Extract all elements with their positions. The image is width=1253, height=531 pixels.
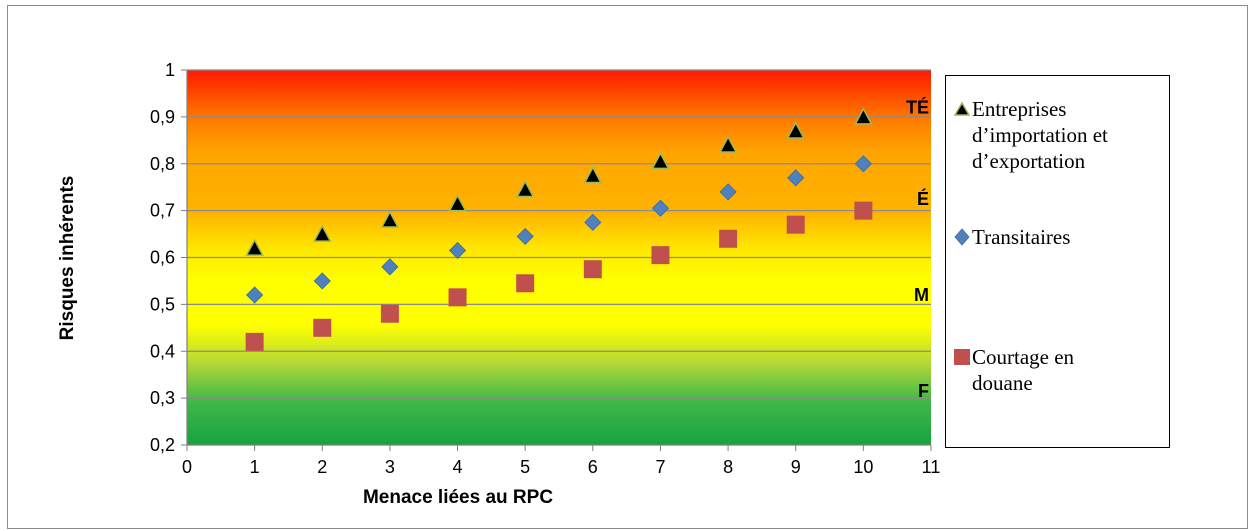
data-point-triangle — [448, 194, 467, 212]
data-point-diamond — [516, 227, 534, 245]
legend-label-forwarders: Transitaires — [972, 225, 1071, 249]
zone-label: É — [917, 188, 929, 209]
data-point-triangle — [245, 238, 264, 256]
data-point-triangle — [651, 151, 670, 170]
diamond-marker-icon — [954, 228, 970, 246]
x-axis-title: Menace liées au RPC — [363, 487, 553, 508]
legend: Entreprises d’importation et d’exportati… — [945, 75, 1170, 448]
legend-label-importers: Entreprises d’importation et d’exportati… — [972, 97, 1108, 173]
x-tick-label: 2 — [317, 457, 327, 477]
grid-lines — [187, 69, 931, 399]
data-point-square — [245, 332, 264, 351]
y-tick-label: 0,2 — [150, 435, 175, 455]
x-tick-label: 9 — [791, 457, 801, 477]
x-tick-label: 0 — [182, 457, 192, 477]
data-point-triangle — [380, 210, 400, 228]
zone-label: M — [914, 285, 929, 305]
data-point-diamond — [787, 169, 805, 187]
data-point-square — [380, 304, 399, 323]
zone-label: F — [918, 381, 929, 401]
data-point-triangle — [718, 135, 738, 153]
data-point-diamond — [246, 286, 264, 304]
data-point-square — [854, 201, 873, 220]
legend-item-importers: Entreprises d’importation et d’exportati… — [954, 96, 1162, 174]
data-point-triangle — [786, 121, 805, 139]
x-tick-label: 4 — [453, 457, 463, 477]
data-markers — [245, 107, 873, 351]
y-tick-label: 0,4 — [150, 341, 175, 361]
data-point-triangle — [515, 179, 535, 198]
data-point-square — [448, 288, 467, 307]
legend-item-brokers: Courtage en douane — [954, 344, 1132, 396]
triangle-marker-icon — [954, 101, 970, 116]
x-tick-label: 3 — [385, 457, 395, 477]
y-tick-label: 0,8 — [150, 154, 175, 174]
data-point-triangle — [583, 165, 603, 184]
zone-labels: TÉ É M F — [906, 97, 929, 402]
square-marker-icon — [954, 349, 970, 365]
y-tick-label: 1 — [165, 60, 175, 80]
y-axis-title: Risques inhérents — [57, 176, 78, 341]
data-point-triangle — [854, 107, 873, 125]
y-tick-label: 0,3 — [150, 388, 175, 408]
data-point-square — [719, 229, 738, 248]
data-point-diamond — [381, 258, 399, 276]
data-point-diamond — [313, 272, 331, 290]
data-point-square — [651, 246, 670, 265]
zone-label: TÉ — [906, 97, 929, 118]
tick-labels: 0,20,30,40,50,60,70,80,910 1 2 3 4 5 6 7 8 9 10 11 — [150, 60, 940, 477]
data-point-square — [516, 274, 535, 293]
x-tick-label: 8 — [723, 457, 733, 477]
y-tick-label: 0,7 — [150, 201, 175, 221]
data-point-diamond — [854, 155, 872, 173]
y-tick-label: 0,5 — [150, 294, 175, 314]
data-point-diamond — [719, 183, 737, 201]
data-point-diamond — [448, 241, 467, 260]
x-tick-label: 1 — [250, 457, 260, 477]
legend-item-forwarders: Transitaires — [954, 224, 1162, 250]
data-point-square — [583, 260, 602, 279]
data-point-diamond — [584, 213, 602, 231]
data-point-square — [786, 215, 805, 234]
x-tick-label: 11 — [922, 457, 941, 477]
x-tick-label: 7 — [655, 457, 665, 477]
data-point-triangle — [313, 224, 332, 242]
x-tick-label: 10 — [853, 457, 873, 477]
data-point-diamond — [651, 199, 670, 217]
legend-label-brokers: Courtage en douane — [972, 345, 1075, 395]
data-point-square — [313, 318, 332, 337]
x-tick-label: 5 — [520, 457, 530, 477]
axes — [181, 69, 932, 451]
y-tick-label: 0,9 — [150, 107, 175, 127]
x-tick-label: 6 — [588, 457, 598, 477]
y-tick-label: 0,6 — [150, 248, 175, 268]
